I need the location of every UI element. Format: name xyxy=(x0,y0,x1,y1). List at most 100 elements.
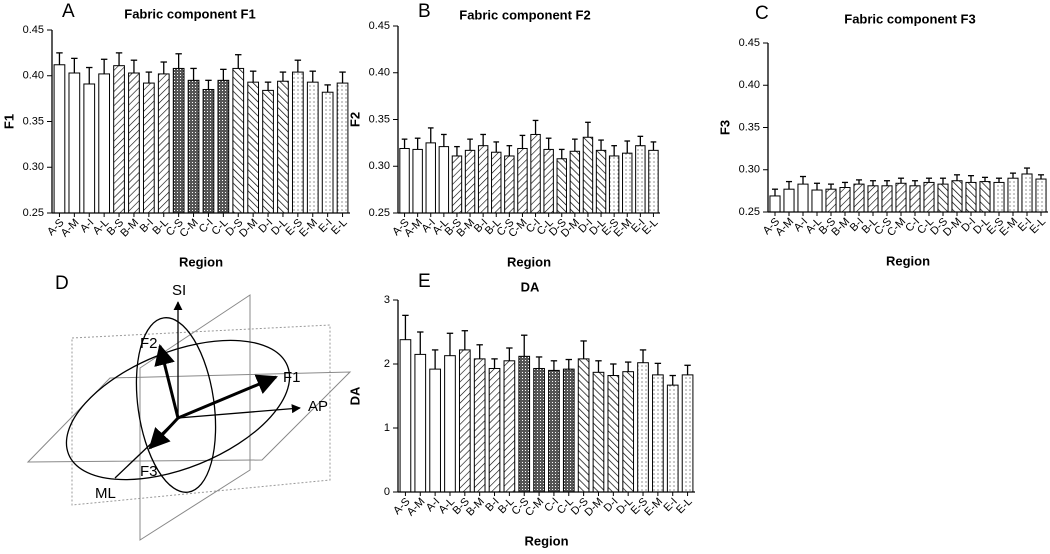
bar xyxy=(157,73,170,214)
bar xyxy=(451,155,463,214)
bar xyxy=(543,148,554,214)
bar xyxy=(951,180,963,213)
x-tick-label: E-L xyxy=(329,217,350,238)
bar xyxy=(607,375,620,493)
chart-title: Fabric component F3 xyxy=(844,11,975,26)
bar xyxy=(635,145,646,214)
bar xyxy=(277,80,289,214)
y-axis-label: DA xyxy=(347,386,362,405)
x-axis-label: Region xyxy=(886,253,930,268)
x-tick-label: E-L xyxy=(1028,216,1049,237)
vector-label: F2 xyxy=(140,335,158,352)
bar xyxy=(172,67,185,214)
bar xyxy=(993,181,1005,213)
bar xyxy=(582,136,594,214)
y-tick-label: 0.30 xyxy=(739,164,760,176)
bar xyxy=(637,362,649,493)
bar xyxy=(811,189,823,213)
y-tick-label: 0.25 xyxy=(23,207,44,219)
y-tick-label: 2 xyxy=(384,358,390,370)
bar xyxy=(262,89,274,214)
y-tick-label: 0.35 xyxy=(369,113,390,125)
bar xyxy=(202,88,215,214)
bar xyxy=(458,349,471,493)
bar xyxy=(473,358,486,493)
bar xyxy=(142,82,155,214)
y-tick-label: 0.25 xyxy=(739,206,760,218)
bar xyxy=(518,355,531,493)
bar xyxy=(839,186,851,213)
bar xyxy=(503,360,516,493)
bar xyxy=(464,149,476,214)
bar xyxy=(825,188,837,213)
bar xyxy=(666,384,679,493)
bar xyxy=(291,71,304,214)
y-tick-label: 0.35 xyxy=(23,115,44,127)
bar xyxy=(83,83,96,214)
bar xyxy=(652,374,664,493)
bar xyxy=(867,185,879,213)
bar xyxy=(853,183,865,213)
bar xyxy=(648,149,659,214)
y-tick-label: 0.45 xyxy=(23,24,44,36)
bar xyxy=(412,148,423,214)
bar xyxy=(577,358,590,493)
axis-label: AP xyxy=(308,398,328,415)
y-tick-label: 0.25 xyxy=(369,207,390,219)
x-tick-label: E-L xyxy=(640,217,661,238)
plane xyxy=(139,294,251,541)
bar xyxy=(608,155,620,214)
x-axis-label: Region xyxy=(179,254,223,269)
panel-letter: E xyxy=(418,271,431,292)
vector xyxy=(177,374,278,420)
bar xyxy=(797,183,809,213)
vector xyxy=(148,416,180,450)
x-axis-label: Region xyxy=(524,533,568,548)
y-tick-label: 0.45 xyxy=(369,20,390,32)
y-tick-label: 0.45 xyxy=(739,37,760,49)
axis-label: ML xyxy=(95,485,116,502)
y-tick-label: 3 xyxy=(384,294,390,306)
bar xyxy=(1021,173,1033,213)
vector-label: F1 xyxy=(283,369,301,386)
bar xyxy=(556,158,567,214)
bar xyxy=(336,82,349,214)
bar xyxy=(504,155,515,214)
bar xyxy=(548,369,560,493)
y-axis-label: F2 xyxy=(347,112,362,127)
bar xyxy=(477,145,489,214)
bar xyxy=(187,79,200,214)
bar xyxy=(681,374,694,493)
chart-title: DA xyxy=(521,279,540,294)
chart-title: Fabric component F1 xyxy=(124,6,255,21)
bar xyxy=(399,339,412,493)
bar xyxy=(923,181,935,213)
bar xyxy=(592,371,605,493)
bar xyxy=(909,185,921,213)
panel-letter: D xyxy=(55,273,69,294)
bar xyxy=(68,72,81,214)
bar xyxy=(438,146,450,214)
plane xyxy=(71,324,331,506)
bar xyxy=(937,183,949,213)
panel-letter: C xyxy=(755,3,769,24)
bar xyxy=(783,188,795,213)
bar xyxy=(979,181,991,213)
x-tick-label: E-L xyxy=(674,496,695,517)
y-tick-label: 0.40 xyxy=(23,70,44,82)
bar xyxy=(321,91,334,214)
y-tick-label: 0.40 xyxy=(369,67,390,79)
bar xyxy=(965,181,977,213)
bar xyxy=(247,81,260,214)
bar xyxy=(399,147,410,214)
bar xyxy=(53,64,66,214)
bar xyxy=(569,150,581,214)
panel-letter: B xyxy=(418,1,431,22)
chart-title: Fabric component F2 xyxy=(459,7,590,22)
bar xyxy=(881,185,893,213)
y-tick-label: 0.35 xyxy=(739,121,760,133)
y-tick-label: 0.40 xyxy=(739,79,760,91)
y-tick-label: 0.30 xyxy=(369,160,390,172)
bar xyxy=(595,149,607,214)
